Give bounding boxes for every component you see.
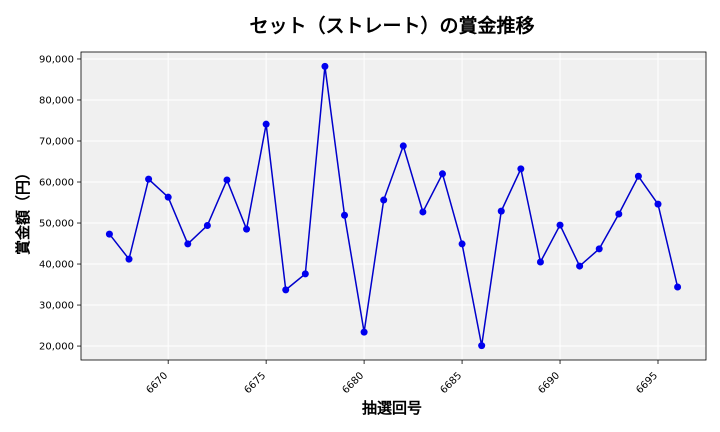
x-axis-label: 抽選回号 <box>362 399 422 417</box>
data-point <box>223 176 231 184</box>
data-point <box>497 207 505 215</box>
data-point <box>419 208 427 216</box>
data-point <box>262 120 270 128</box>
data-point <box>674 283 682 291</box>
data-point <box>321 62 329 70</box>
data-point <box>634 172 642 180</box>
data-point <box>125 255 133 263</box>
x-tick-label: 6695 <box>634 370 660 396</box>
data-point <box>536 258 544 266</box>
data-point <box>438 170 446 178</box>
chart-title: セット（ストレート）の賞金推移 <box>249 14 534 37</box>
data-point <box>654 200 662 208</box>
y-tick-label: 50,000 <box>39 219 74 230</box>
data-point <box>399 142 407 150</box>
data-point <box>282 286 290 294</box>
y-axis-label: 賞金額（円） <box>14 165 32 255</box>
data-point <box>341 211 349 219</box>
data-point <box>458 240 466 248</box>
y-tick-label: 70,000 <box>39 136 74 147</box>
y-tick-label: 90,000 <box>39 54 74 65</box>
x-tick-label: 6690 <box>536 370 562 396</box>
x-axis-ticks: 6670 6675 6680 6685 6690 6695 <box>145 360 660 396</box>
plot-frame <box>80 51 707 361</box>
y-tick-label: 80,000 <box>39 95 74 106</box>
x-tick-label: 6675 <box>242 370 268 396</box>
data-point <box>478 342 486 350</box>
x-tick-label: 6685 <box>438 370 464 396</box>
y-tick-label: 60,000 <box>39 178 74 189</box>
data-point <box>576 262 584 270</box>
y-axis-ticks: 20,000 30,000 40,000 50,000 60,000 70,000 80,0… <box>39 54 81 353</box>
y-tick-label: 30,000 <box>39 301 74 312</box>
data-point <box>301 270 309 278</box>
x-tick-label: 6680 <box>340 370 366 396</box>
data-point <box>595 245 603 253</box>
data-point <box>517 165 525 173</box>
data-point <box>243 225 251 233</box>
x-tick-label: 6670 <box>145 370 171 396</box>
data-point <box>203 221 211 229</box>
series-line <box>108 66 679 346</box>
data-point <box>105 230 113 238</box>
data-point <box>360 328 368 336</box>
data-point <box>380 196 388 204</box>
y-tick-label: 20,000 <box>39 342 74 353</box>
data-point <box>556 221 564 229</box>
plot-area <box>81 52 706 360</box>
data-point <box>184 240 192 248</box>
data-points <box>105 62 682 350</box>
y-tick-label: 40,000 <box>39 260 74 271</box>
data-point <box>164 193 172 201</box>
data-point <box>615 210 623 218</box>
data-point <box>145 175 153 183</box>
